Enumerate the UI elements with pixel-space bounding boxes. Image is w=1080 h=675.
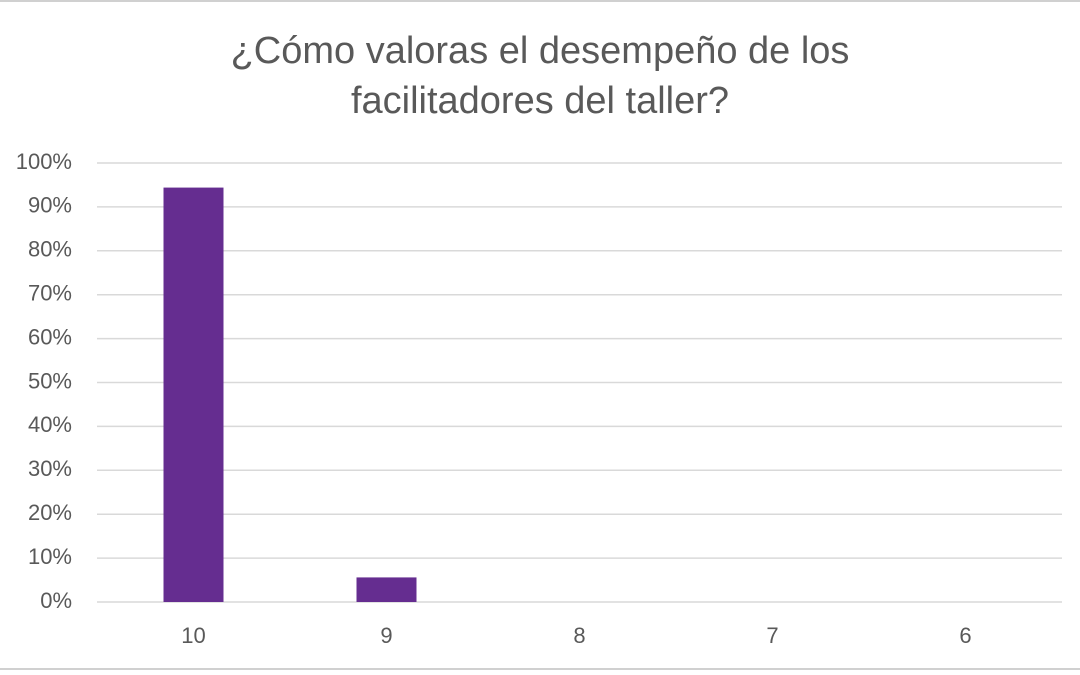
y-tick-label: 20% xyxy=(28,500,72,525)
bar xyxy=(356,577,417,602)
x-tick-label: 6 xyxy=(959,623,971,648)
y-tick-label: 10% xyxy=(28,544,72,569)
bar xyxy=(163,187,224,603)
x-tick-label: 7 xyxy=(766,623,778,648)
y-tick-label: 60% xyxy=(28,324,72,349)
y-tick-label: 0% xyxy=(40,588,72,613)
y-tick-label: 100% xyxy=(16,149,72,174)
x-tick-label: 10 xyxy=(181,623,205,648)
chart-title: ¿Cómo valoras el desempeño de los facili… xyxy=(230,30,850,122)
y-tick-label: 30% xyxy=(28,456,72,481)
x-tick-label: 8 xyxy=(573,623,585,648)
x-tick-label: 9 xyxy=(380,623,392,648)
y-tick-label: 50% xyxy=(28,368,72,393)
y-tick-label: 40% xyxy=(28,412,72,437)
y-tick-label: 80% xyxy=(28,237,72,262)
y-tick-label: 90% xyxy=(28,193,72,218)
y-tick-label: 70% xyxy=(28,281,72,306)
